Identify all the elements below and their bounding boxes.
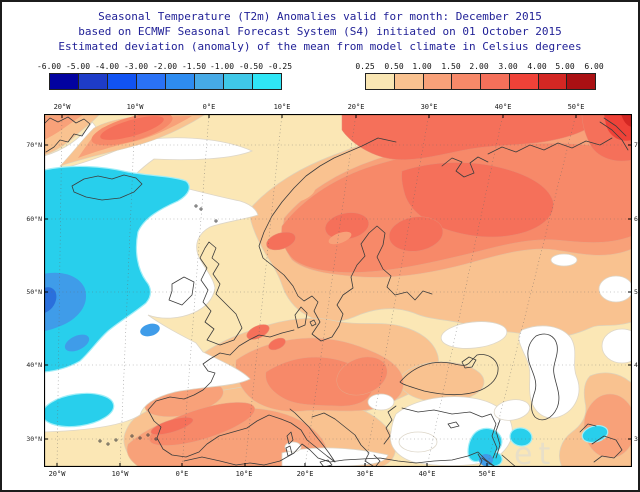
map-canvas: et xyxy=(44,114,632,467)
axis-label-left: 50°N xyxy=(26,288,42,296)
warm-patch-light2 xyxy=(328,231,352,245)
axis-label-top: 20°E xyxy=(347,103,365,111)
axis-label-bottom: 20°E xyxy=(296,470,314,478)
axis-label-top: 40°E xyxy=(494,103,512,111)
legend-cell xyxy=(394,74,424,89)
axis-label-bottom: 40°E xyxy=(418,470,436,478)
axis-label-top: 10°E xyxy=(273,103,291,111)
axis-label-bottom: 10°E xyxy=(235,470,253,478)
legend-cell xyxy=(108,74,137,89)
legend-cell xyxy=(137,74,166,89)
axis-label-top: 10°W xyxy=(126,103,144,111)
axis-label-top: 30°E xyxy=(420,103,438,111)
legend-tick: -2.00 xyxy=(152,62,178,71)
axis-label-top: 50°E xyxy=(567,103,585,111)
watermark-text: et xyxy=(514,437,556,467)
axis-label-right: 70°N xyxy=(634,141,638,149)
title-line-3: Estimated deviation (anomaly) of the mea… xyxy=(58,40,582,53)
cold-deep-core xyxy=(44,287,57,313)
legend-negative-colorbar xyxy=(49,73,282,90)
legend-tick: -0.25 xyxy=(267,62,293,71)
axis-label-bottom: 10°W xyxy=(111,470,129,478)
axis-label-left: 40°N xyxy=(26,361,42,369)
axis-label-bottom: 50°E xyxy=(478,470,496,478)
axis-label-bottom: 0°E xyxy=(175,470,189,478)
legend-cell xyxy=(253,74,281,89)
legend-cell xyxy=(79,74,108,89)
map-frame xyxy=(44,114,632,467)
axis-label-left: 60°N xyxy=(26,215,42,223)
legend-cell xyxy=(509,74,539,89)
legend-tick: 0.25 xyxy=(355,62,375,71)
legend-cell xyxy=(366,74,395,89)
axis-label-left: 70°N xyxy=(26,141,42,149)
legend-cell xyxy=(481,74,510,89)
coastlines xyxy=(44,116,629,467)
legend-cell xyxy=(166,74,195,89)
legend-cell xyxy=(567,74,595,89)
legend-tick: -1.00 xyxy=(209,62,235,71)
warm-patch-light xyxy=(289,185,315,203)
axis-label-right: 30°N xyxy=(634,435,638,443)
axis-label-left: 30°N xyxy=(26,435,42,443)
legend-tick: 1.00 xyxy=(412,62,432,71)
graticule xyxy=(44,114,632,467)
legend-cell xyxy=(423,74,453,89)
title-line-1: Seasonal Temperature (T2m) Anomalies val… xyxy=(98,10,542,23)
axis-label-top: 20°W xyxy=(53,103,71,111)
axis-label-bottom: 30°E xyxy=(356,470,374,478)
legend-positive-colorbar xyxy=(365,73,596,90)
legend-tick: -1.50 xyxy=(181,62,207,71)
legend-cell xyxy=(50,74,79,89)
legend-tick: -6.00 xyxy=(36,62,62,71)
legend-tick: 3.00 xyxy=(498,62,518,71)
legend-tick: 6.00 xyxy=(584,62,604,71)
legend-cell xyxy=(452,74,481,89)
legend-tick: -3.00 xyxy=(123,62,149,71)
legend-tick: -4.00 xyxy=(94,62,120,71)
anomaly-map: et xyxy=(44,114,632,467)
axis-label-bottom: 20°W xyxy=(48,470,66,478)
title-line-2: based on ECMWF Seasonal Forecast System … xyxy=(78,25,562,38)
axis-label-right: 40°N xyxy=(634,361,638,369)
legend-cell xyxy=(195,74,224,89)
legend-tick: -5.00 xyxy=(65,62,91,71)
legend-tick: 4.00 xyxy=(527,62,547,71)
legend-tick: 5.00 xyxy=(555,62,575,71)
legend-tick: 1.50 xyxy=(441,62,461,71)
legend-cell xyxy=(224,74,253,89)
axis-label-right: 50°N xyxy=(634,288,638,296)
legend-cell xyxy=(538,74,568,89)
legend-tick: -0.50 xyxy=(238,62,264,71)
legend-tick: 0.50 xyxy=(384,62,404,71)
contour-plus4 xyxy=(621,114,632,127)
nw-band-core3 xyxy=(100,116,164,140)
axis-label-top: 0°E xyxy=(202,103,216,111)
axis-label-right: 60°N xyxy=(634,215,638,223)
legend-tick: 2.00 xyxy=(469,62,489,71)
